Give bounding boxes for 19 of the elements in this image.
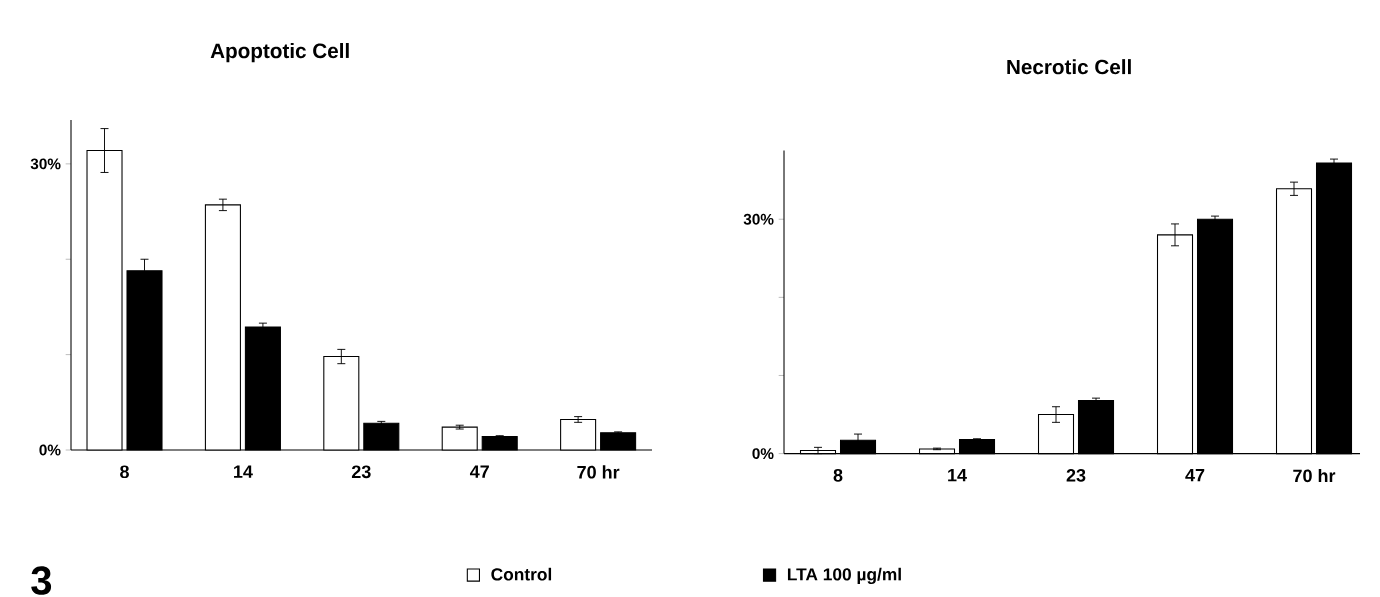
y-tick-label: 0%	[39, 444, 61, 456]
y-tick-label: 30%	[30, 158, 61, 170]
legend-label: Control	[491, 567, 552, 581]
text: 3	[31, 566, 52, 595]
x-tick-label: 47	[1185, 468, 1205, 482]
y-tick-label: 0%	[752, 448, 774, 460]
x-tick-label: 70 hr	[1293, 468, 1336, 483]
x-tick-label: 23	[351, 465, 371, 479]
x-tick-label: 47	[469, 465, 489, 478]
y-tick-label: 30%	[743, 213, 774, 225]
x-tick-label: 8	[833, 468, 843, 482]
x-tick-label: 8	[120, 465, 129, 479]
x-tick-label: 70 hr	[577, 465, 620, 479]
chart-title: Necrotic Cell	[1007, 59, 1131, 75]
x-tick-label: 14	[234, 465, 253, 478]
chart-title: Apoptotic Cell	[210, 42, 349, 63]
x-tick-label: 23	[1066, 468, 1086, 482]
x-tick-label: 14	[948, 468, 967, 482]
legend-label: LTA 100 µg/ml	[787, 567, 901, 585]
